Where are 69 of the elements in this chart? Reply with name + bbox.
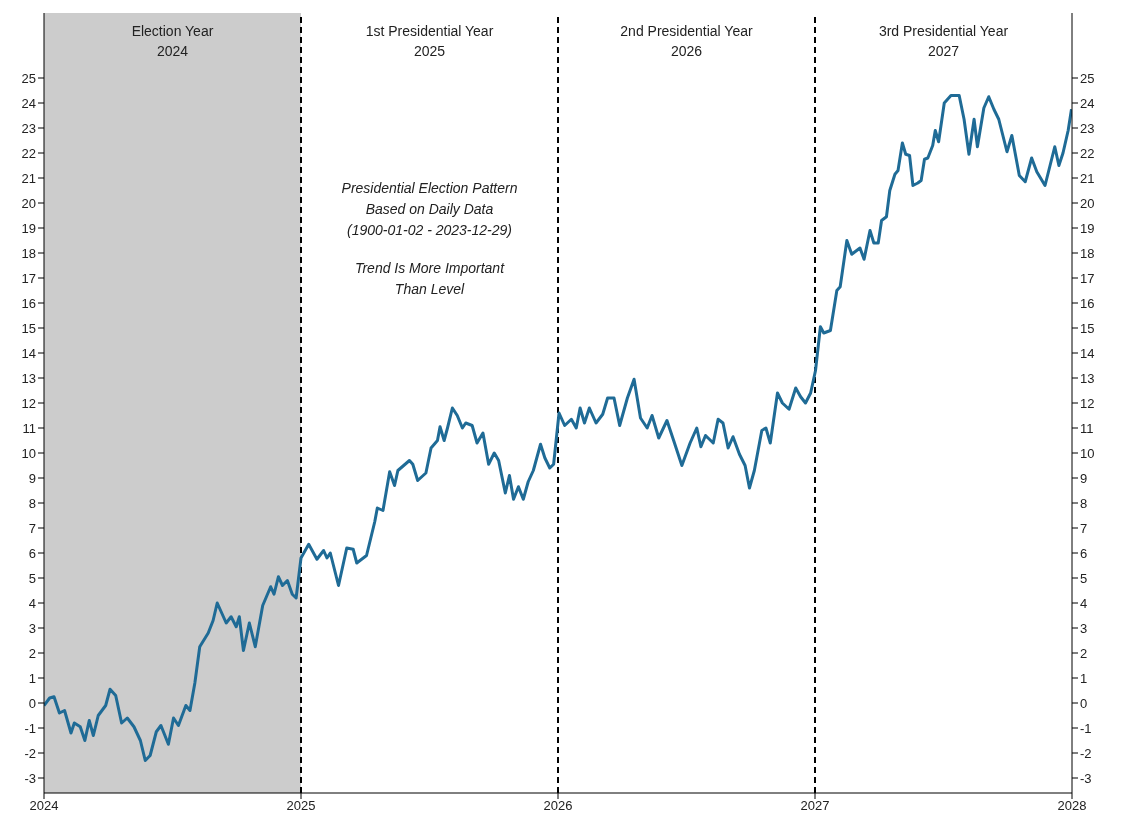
y-tick-label: 19	[21, 220, 36, 236]
y2-tick-label: 23	[1080, 120, 1095, 136]
y2-tick-label: 11	[1080, 420, 1094, 436]
y-tick-label: 14	[21, 345, 36, 361]
y2-tick-label: 21	[1080, 170, 1095, 186]
y-tick-label: -3	[24, 770, 36, 786]
y2-tick-label: 1	[1080, 670, 1088, 686]
annotation: 3rd Presidential Year 2027	[877, 22, 1010, 61]
y-tick-label: 22	[21, 145, 36, 161]
y2-tick-label: 24	[1080, 95, 1095, 111]
y-tick-label: 10	[21, 445, 36, 461]
y2-tick-label: 3	[1080, 620, 1088, 636]
y-tick-label: 15	[21, 320, 36, 336]
y-tick-label: 20	[21, 195, 36, 211]
y2-tick-label: -2	[1080, 745, 1092, 761]
y-tick-label: 23	[21, 120, 36, 136]
y-tick-label: 16	[21, 295, 36, 311]
y2-tick-label: 0	[1080, 695, 1088, 711]
y2-tick-label: 14	[1080, 345, 1095, 361]
y2-tick-label: 5	[1080, 570, 1088, 586]
y-tick-label: 1	[28, 670, 36, 686]
line-series	[44, 94, 1072, 762]
y2-tick-label: 20	[1080, 195, 1095, 211]
y2-tick-label: 12	[1080, 395, 1095, 411]
y-tick-label: -2	[24, 745, 36, 761]
y-tick-label: 3	[28, 620, 36, 636]
y2-tick-label: 9	[1080, 470, 1088, 486]
y-tick-label: 12	[21, 395, 36, 411]
y-tick-label: -1	[24, 720, 36, 736]
y2-tick-label: -1	[1080, 720, 1092, 736]
annotation: 2nd Presidential Year 2026	[619, 22, 754, 61]
x-tick-label: 2027	[800, 798, 830, 814]
y2-tick-label: 15	[1080, 320, 1095, 336]
y-tick-label: 9	[28, 470, 36, 486]
x-tick-label: 2028	[1057, 798, 1087, 814]
y2-tick-label: 18	[1080, 245, 1095, 261]
annotation: 1st Presidential Year 2025	[364, 22, 495, 61]
y2-tick-label: 25	[1080, 70, 1095, 86]
y2-tick-label: 4	[1080, 595, 1088, 611]
y-tick-label: 18	[21, 245, 36, 261]
y-tick-label: 11	[22, 420, 36, 436]
y-tick-label: 6	[28, 545, 36, 561]
y-tick-label: 13	[21, 370, 36, 386]
text: Presidential Election Pattern Based on Daily Data (1900-01-02 - 2023-12-29) Trend Is More Important Than Level	[341, 180, 518, 297]
y2-tick-label: 7	[1080, 520, 1088, 536]
y2-tick-label: 17	[1080, 270, 1095, 286]
y2-tick-label: 10	[1080, 445, 1095, 461]
y-tick-label: 7	[28, 520, 36, 536]
x-tick-label: 2025	[286, 798, 316, 814]
y2-tick-label: 22	[1080, 145, 1095, 161]
x-tick-label: 2026	[543, 798, 573, 814]
y-tick-label: 5	[28, 570, 36, 586]
y-tick-label: 0	[28, 695, 36, 711]
y-tick-label: 8	[28, 495, 36, 511]
x-tick-label: 2024	[29, 798, 59, 814]
y2-tick-label: 13	[1080, 370, 1095, 386]
y-tick-label: 17	[21, 270, 36, 286]
y-tick-label: 24	[21, 95, 36, 111]
y-tick-label: 25	[21, 70, 36, 86]
y-tick-label: 21	[21, 170, 36, 186]
annotation: Election Year 2024	[130, 22, 215, 61]
y2-tick-label: 2	[1080, 645, 1088, 661]
y2-tick-label: 8	[1080, 495, 1088, 511]
y-tick-label: 4	[28, 595, 36, 611]
y2-tick-label: 6	[1080, 545, 1088, 561]
y2-tick-label: 16	[1080, 295, 1095, 311]
y2-tick-label: 19	[1080, 220, 1095, 236]
y-tick-label: 2	[28, 645, 36, 661]
y2-tick-label: -3	[1080, 770, 1092, 786]
